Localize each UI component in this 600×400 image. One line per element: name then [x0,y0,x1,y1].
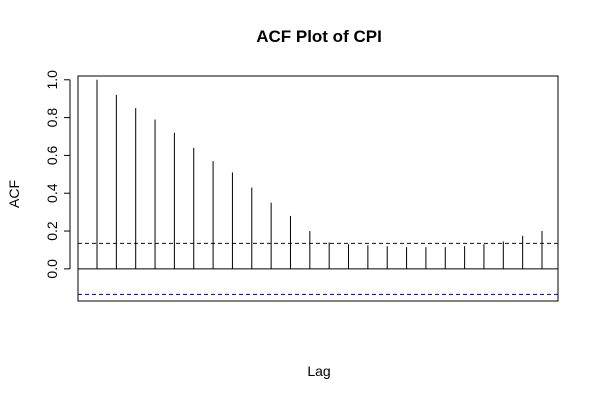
y-axis: 0.0 0.2 0.4 0.6 0.8 1.0 [44,70,71,279]
y-tick-label: 0.6 [44,145,60,165]
acf-bars [96,79,543,269]
y-tick-label: 0.4 [44,183,60,203]
y-tick-label: 0.0 [44,259,60,279]
y-tick-label: 1.0 [44,70,60,90]
chart-title: ACF Plot of CPI [256,27,382,46]
confidence-bounds [78,242,558,295]
y-tick-label: 0.8 [44,108,60,128]
x-axis-label: Lag [307,363,330,379]
y-tick-label: 0.2 [44,221,60,241]
plot-frame [77,75,559,302]
y-axis-label: ACF [6,180,22,208]
